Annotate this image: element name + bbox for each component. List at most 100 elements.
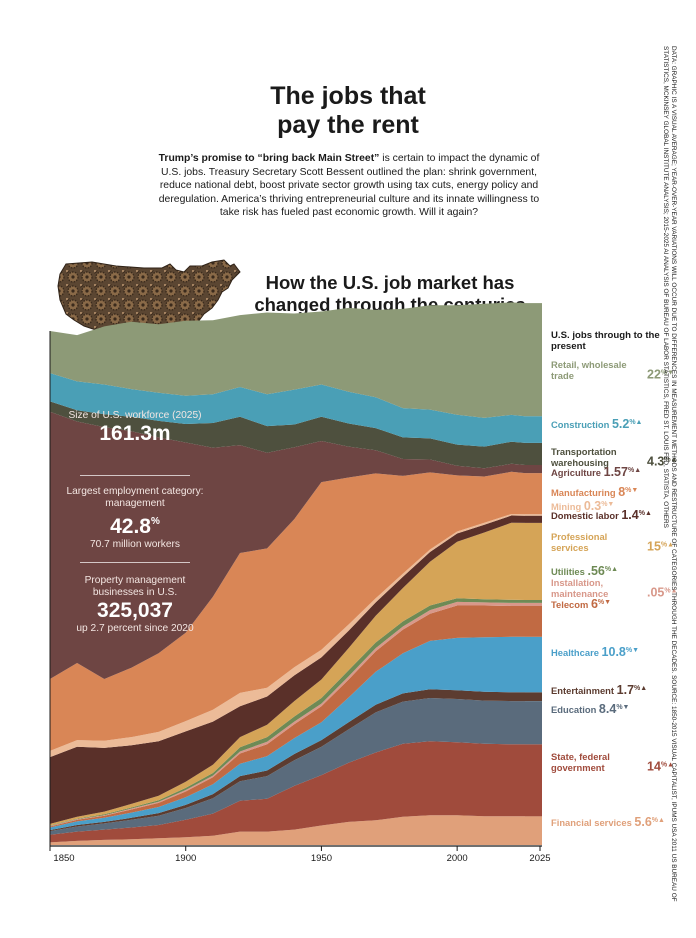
stat-management: Largest employment category: management … bbox=[60, 486, 210, 551]
legend-item-name: Domestic labor bbox=[551, 510, 622, 521]
endbar-construction bbox=[525, 416, 542, 443]
legend-item-name: Agriculture bbox=[551, 467, 604, 478]
endbar-utilities bbox=[525, 600, 542, 603]
endbar-telecom bbox=[525, 606, 542, 637]
legend-item-name: Professional services bbox=[551, 531, 608, 553]
legend-item-pct: 10.8 bbox=[601, 645, 626, 659]
legend-item-pct: 1.4 bbox=[621, 508, 639, 522]
endbar-agriculture bbox=[525, 465, 542, 474]
intro-body: is certain to impact the dynamic of U.S.… bbox=[158, 153, 540, 219]
stat-property-value: 325,037 bbox=[97, 599, 173, 622]
endbar-retail-wholesale-trade bbox=[525, 303, 542, 417]
stat-divider bbox=[80, 475, 190, 476]
legend-item-trend-icon: %▼ bbox=[616, 704, 630, 711]
legend-item-agriculture: Agriculture 1.57%▲ bbox=[551, 466, 641, 479]
legend-item-name: Entertainment bbox=[551, 685, 617, 696]
legend-item-retail-wholesale-trade: Retail, wholesale trade 22%▼ bbox=[551, 359, 675, 382]
area-telecom bbox=[50, 605, 525, 828]
chart-title-line-1: How the U.S. job market has bbox=[265, 272, 515, 293]
legend-item-pct: 15 bbox=[647, 539, 661, 554]
legend-item-installation-maintenance: Installation, maintenance .05%▲ bbox=[551, 577, 678, 600]
x-tick-label: 1850 bbox=[53, 853, 75, 864]
endbar-mining bbox=[525, 514, 542, 516]
legend-item-telecom: Telecom 6%▼ bbox=[551, 598, 611, 611]
stat-divider bbox=[80, 562, 190, 563]
legend-item-pct: .56 bbox=[587, 564, 605, 578]
legend-item-name: Installation, maintenance bbox=[551, 577, 609, 599]
x-tick-label: 1900 bbox=[175, 853, 197, 864]
legend-item-manufacturing: Manufacturing 8%▼ bbox=[551, 486, 638, 499]
legend-item-professional-services: Professional services 15%▲ bbox=[551, 531, 675, 554]
legend-item-education: Education 8.4%▼ bbox=[551, 703, 629, 716]
stat-management-sub: 70.7 million workers bbox=[89, 539, 181, 550]
legend-item-trend-icon: %▲ bbox=[629, 419, 643, 426]
stat-property-label: Property management businesses in U.S. bbox=[84, 575, 186, 598]
legend-item-domestic-labor: Domestic labor 1.4%▲ bbox=[551, 509, 652, 522]
legend-item-pct: .05 bbox=[647, 585, 665, 600]
legend-item-pct: 22 bbox=[647, 367, 661, 382]
area-financial-services bbox=[50, 815, 525, 845]
legend-item-name: Healthcare bbox=[551, 647, 602, 658]
stat-management-value: 42.8% bbox=[110, 515, 160, 538]
endbar-installation-maintenance bbox=[525, 602, 542, 606]
area-professional-services bbox=[50, 522, 525, 826]
x-tick-label: 2000 bbox=[446, 853, 468, 864]
legend-item-pct: 1.7 bbox=[616, 683, 635, 697]
stat-property: Property management businesses in U.S. 3… bbox=[60, 575, 210, 635]
area-installation-maintenance bbox=[50, 601, 525, 827]
legend-item-trend-icon: %▲ bbox=[604, 566, 619, 573]
legend-item-name: Transportation warehousing bbox=[551, 446, 617, 468]
endbar-education bbox=[525, 701, 542, 745]
area-state-federal-government bbox=[50, 741, 525, 843]
legend-item-trend-icon: %▲ bbox=[634, 685, 648, 692]
legend-item-pct: 5.2 bbox=[611, 417, 630, 431]
legend-item-pct: 5.6 bbox=[634, 815, 652, 829]
legend-title: U.S. jobs through to the present bbox=[551, 330, 660, 352]
legend-item-trend-icon: %▼ bbox=[597, 599, 612, 606]
legend-item-pct: 0.3 bbox=[583, 499, 602, 513]
intro-lead: Trump’s promise to “bring back Main Stre… bbox=[158, 153, 380, 164]
legend-item-trend-icon: %▲ bbox=[664, 587, 678, 595]
endbar-domestic-labor bbox=[525, 515, 542, 523]
legend-item-name: State, federal government bbox=[551, 751, 610, 773]
stat-workforce-value: 161.3m bbox=[99, 422, 171, 445]
area-education bbox=[50, 698, 525, 835]
legend-item-name: Financial services bbox=[551, 817, 635, 828]
area-healthcare bbox=[50, 636, 525, 831]
legend-item-pct: 4.3 bbox=[647, 454, 665, 469]
legend-item-trend-icon: %▼ bbox=[625, 647, 640, 654]
source-note: DATA: GRAPHIC IS A VISUAL AVERAGE; YEAR-… bbox=[662, 46, 677, 902]
page-title: The jobs that pay the rent bbox=[0, 82, 696, 140]
chart-title: How the U.S. job market has changed thro… bbox=[240, 272, 540, 316]
endbar-healthcare bbox=[525, 636, 542, 693]
x-tick-label: 2025 bbox=[529, 853, 551, 864]
legend-item-trend-icon: %▼ bbox=[625, 487, 639, 494]
legend-item-name: Telecom bbox=[551, 599, 591, 610]
legend-item-mining: Mining 0.3%▼ bbox=[551, 500, 614, 513]
x-tick-label: 1950 bbox=[310, 853, 332, 864]
legend-item-trend-icon: %▼ bbox=[660, 369, 675, 377]
legend-item-name: Manufacturing bbox=[551, 487, 619, 498]
legend-item-pct: 8.4 bbox=[598, 702, 617, 716]
legend-item-name: Mining bbox=[551, 501, 584, 512]
legend-item-transportation-warehousing: Transportation warehousing 4.3%▲ bbox=[551, 446, 678, 469]
legend-item-trend-icon: %▼ bbox=[601, 501, 615, 508]
legend-item-pct: 14 bbox=[647, 759, 661, 774]
endbar-manufacturing bbox=[525, 473, 542, 515]
us-map-gears-icon bbox=[57, 259, 241, 355]
stat-workforce: Size of U.S. workforce (2025) 161.3m bbox=[60, 410, 210, 446]
legend-item-pct: 1.57 bbox=[603, 465, 628, 479]
legend-item-trend-icon: %▲ bbox=[651, 817, 665, 824]
legend-item-name: Education bbox=[551, 704, 599, 715]
legend-item-utilities: Utilities .56%▲ bbox=[551, 565, 618, 578]
legend-item-trend-icon: %▲ bbox=[660, 541, 675, 549]
legend-item-financial-services: Financial services 5.6%▲ bbox=[551, 816, 665, 829]
stat-property-sub: up 2.7 percent since 2020 bbox=[76, 623, 194, 634]
legend-item-trend-icon: %▲ bbox=[660, 761, 675, 769]
legend-item-healthcare: Healthcare 10.8%▼ bbox=[551, 646, 639, 659]
legend-item-construction: Construction 5.2%▲ bbox=[551, 418, 642, 431]
legend-item-trend-icon: %▲ bbox=[638, 510, 652, 517]
legend-item-name: Construction bbox=[551, 419, 612, 430]
legend-item-pct: 6 bbox=[590, 597, 598, 611]
endbar-financial-services bbox=[525, 816, 542, 845]
